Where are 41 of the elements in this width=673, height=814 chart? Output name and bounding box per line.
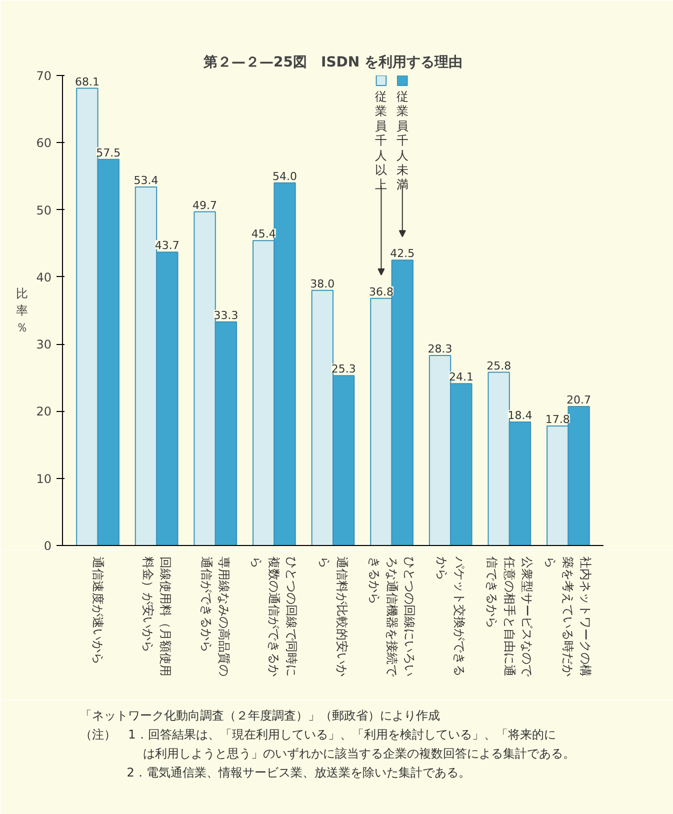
text: 「ネットワーク化動向調査（２年度調査）」（郵政省）により作成 (80, 708, 440, 722)
data-label: 20.7 (566, 394, 592, 407)
x-tick-label: 通信速度が速いから (90, 556, 105, 664)
text: （注） 1．回答結果は、「現在利用している」、「利用を検討している」、「将来的には利用しようと思う」のいずれかに該当する企業の複数回答による集計である。 (80, 728, 575, 760)
y-tick-label: 0 (44, 539, 52, 553)
data-label: 38.0 (310, 277, 335, 290)
y-tick-label: 30 (36, 338, 52, 352)
x-tick-label: 回線使用料（月額使用料金）が安いから (140, 556, 172, 676)
data-label: 17.8 (545, 412, 570, 426)
x-tick-label: ひとつの回線で同時に複数の通信ができるから (250, 556, 299, 676)
chart-title: 第２—２—25図 ISDN を利用する理由 (202, 54, 463, 70)
y-tick-label: 50 (36, 203, 52, 218)
y-tick-label: 10 (36, 472, 52, 486)
data-label: 68.1 (74, 75, 100, 88)
data-label: 25.8 (486, 359, 512, 372)
data-label: 24.1 (448, 370, 474, 384)
x-tick-label: ひとつの回線にいろいろな通信機器を接続できるから (367, 556, 416, 678)
data-label: 25.3 (331, 362, 356, 376)
y-axis-title: 比率％ (16, 286, 28, 334)
x-tick-label: パケット交換ができるから (434, 556, 466, 676)
data-label: 18.4 (508, 408, 532, 422)
data-label: 45.4 (251, 228, 276, 241)
y-tick-label: 40 (36, 270, 52, 284)
y-tick-label: 70 (36, 69, 52, 83)
data-label: 28.3 (428, 342, 452, 356)
data-label: 54.0 (272, 170, 298, 183)
x-tick-label: 専用線なみの高品質の通信ができるから (200, 556, 232, 676)
data-label: 53.4 (134, 174, 158, 187)
data-label: 33.3 (214, 308, 238, 322)
x-tick-label: 社内ネットワークの構築を考えている時だから (544, 556, 593, 676)
text: 2．電気通信業、情報サービス業、放送業を除いた集計である。 (126, 766, 470, 780)
y-tick-label: 20 (36, 404, 52, 419)
y-tick-label: 60 (36, 136, 52, 150)
data-label: 36.8 (368, 285, 394, 298)
x-tick-label: 公衆型サービスなので任意の相手と自由に通信できるから (484, 556, 534, 678)
x-tick-label: 通信料が比較的安いから (317, 556, 349, 676)
data-label: 43.7 (154, 239, 180, 252)
data-label: 57.5 (96, 146, 121, 160)
data-label: 42.5 (390, 247, 415, 260)
data-label: 49.7 (192, 198, 218, 212)
legend-label: 従業員千人未満 (396, 90, 408, 192)
